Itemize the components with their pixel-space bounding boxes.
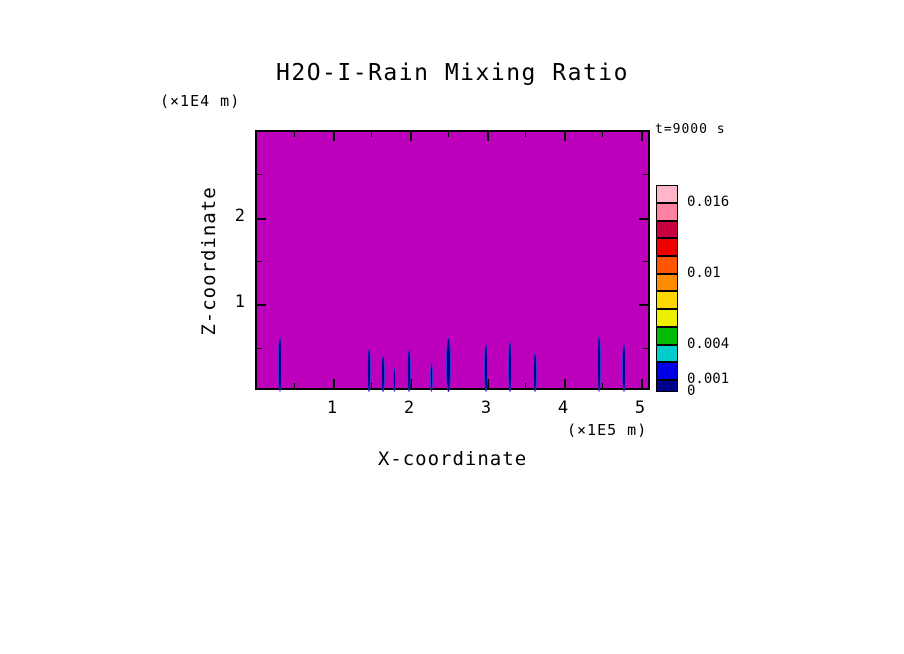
x-axis-title: X-coordinate	[377, 448, 528, 470]
chart-title: H2O-I-Rain Mixing Ratio	[276, 60, 629, 86]
x-tick-label: 1	[326, 398, 338, 418]
colorbar-segment	[656, 344, 678, 363]
y-tick-label: 2	[234, 205, 245, 226]
colorbar-segment	[656, 273, 678, 292]
x-minor-tick	[448, 132, 450, 137]
x-tick-label: 4	[557, 398, 569, 418]
rain-shaft-contour	[622, 344, 627, 392]
colorbar-tick-label: 0.001	[687, 371, 730, 388]
y-minor-tick	[643, 347, 648, 349]
colorbar-tick-label: 0.01	[687, 264, 721, 281]
rain-shaft-contour	[392, 367, 396, 392]
plot-area	[255, 130, 650, 392]
x-major-tick	[332, 132, 335, 141]
x-tick-label: 2	[403, 398, 415, 418]
colorbar-segment	[656, 309, 678, 327]
rain-shaft-contour	[483, 344, 488, 392]
rain-shaft-contour	[446, 338, 452, 392]
rain-shaft-contour	[406, 350, 411, 392]
colorbar-segment	[656, 380, 678, 392]
y-minor-tick	[643, 261, 648, 262]
x-major-tick	[640, 379, 643, 388]
x-major-tick	[486, 132, 489, 141]
x-major-tick	[563, 132, 566, 141]
x-minor-tick	[371, 383, 373, 388]
y-major-tick	[639, 217, 648, 220]
y-minor-tick	[643, 174, 648, 176]
x-minor-tick	[294, 383, 296, 388]
time-label: t=9000 s	[655, 122, 726, 137]
colorbar	[656, 185, 678, 392]
colorbar-segment	[656, 362, 678, 381]
colorbar-segment	[656, 255, 678, 274]
x-minor-tick	[525, 383, 527, 388]
x-minor-tick	[525, 132, 527, 137]
x-tick-label: 3	[480, 398, 492, 418]
rain-shaft-contour	[596, 335, 602, 392]
y-major-tick	[257, 217, 266, 220]
colorbar-segment	[656, 326, 678, 345]
colorbar-segment	[656, 220, 678, 239]
x-tick-label: 5	[634, 398, 646, 418]
colorbar-segment	[656, 202, 678, 221]
colorbar-tick-label: 0	[687, 383, 696, 399]
x-axis-units: (×1E5 m)	[567, 421, 648, 439]
x-minor-tick	[294, 132, 296, 137]
rain-shaft-contour	[366, 348, 371, 392]
x-minor-tick	[371, 132, 373, 137]
y-major-tick	[639, 304, 648, 307]
y-tick-label: 1	[234, 292, 245, 313]
x-major-tick	[640, 132, 643, 141]
x-major-tick	[409, 379, 412, 388]
colorbar-tick-label: 0.016	[687, 193, 730, 210]
colorbar-segment	[656, 238, 678, 256]
y-minor-tick	[257, 174, 262, 176]
rain-shaft-contour	[533, 353, 537, 392]
rain-shaft-contour	[381, 355, 386, 392]
x-major-tick	[409, 132, 412, 141]
y-minor-tick	[257, 347, 262, 349]
x-minor-tick	[602, 132, 604, 137]
y-minor-tick	[257, 261, 262, 262]
colorbar-segment	[656, 185, 678, 203]
x-major-tick	[486, 379, 489, 388]
y-axis-units: (×1E4 m)	[160, 92, 241, 110]
colorbar-segment	[656, 291, 678, 310]
y-major-tick	[257, 304, 266, 307]
x-minor-tick	[602, 383, 604, 388]
rain-shaft-contour	[508, 341, 513, 392]
x-major-tick	[563, 379, 566, 388]
rain-shaft-contour	[430, 363, 434, 392]
colorbar-tick-label: 0.004	[687, 335, 730, 352]
x-major-tick	[332, 379, 335, 388]
rain-shaft-contour	[277, 336, 283, 392]
